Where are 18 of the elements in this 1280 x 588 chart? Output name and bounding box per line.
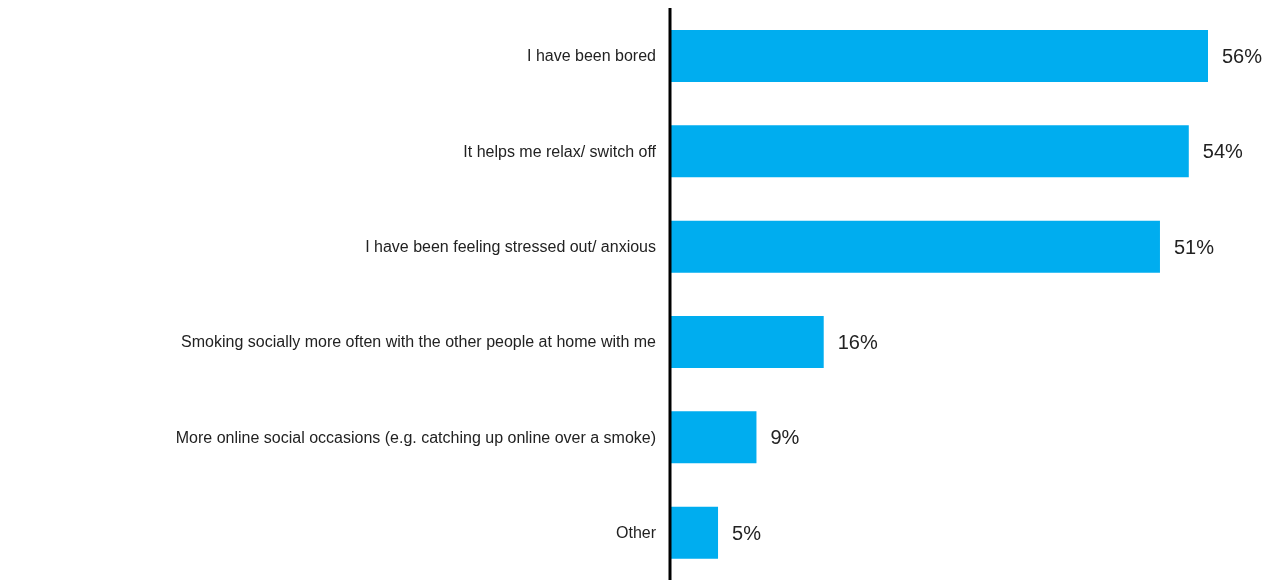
data-label: 16%: [837, 331, 878, 354]
bar: [670, 30, 1208, 82]
y-tick-label: More online social occasions (e.g. catching up online over a smoke): [175, 428, 656, 446]
data-label: 54%: [1202, 140, 1244, 163]
data-label: 51%: [1173, 235, 1215, 258]
y-tick-label: It helps me relax/ switch off: [463, 142, 657, 160]
bar: [670, 220, 1160, 273]
data-label: 9%: [770, 426, 800, 449]
y-tick-label: I have been feeling stressed out/ anxious: [365, 238, 656, 256]
bar: [670, 411, 757, 464]
bar: [670, 316, 824, 368]
y-tick-label: Smoking socially more often with the other people at home with me: [181, 333, 657, 351]
y-tick-label: I have been bored: [527, 47, 656, 65]
bar: [670, 125, 1189, 178]
data-label: 56%: [1222, 45, 1263, 68]
data-label: 5%: [732, 521, 762, 544]
y-tick-label: Other: [615, 524, 657, 542]
bar: [670, 506, 719, 559]
